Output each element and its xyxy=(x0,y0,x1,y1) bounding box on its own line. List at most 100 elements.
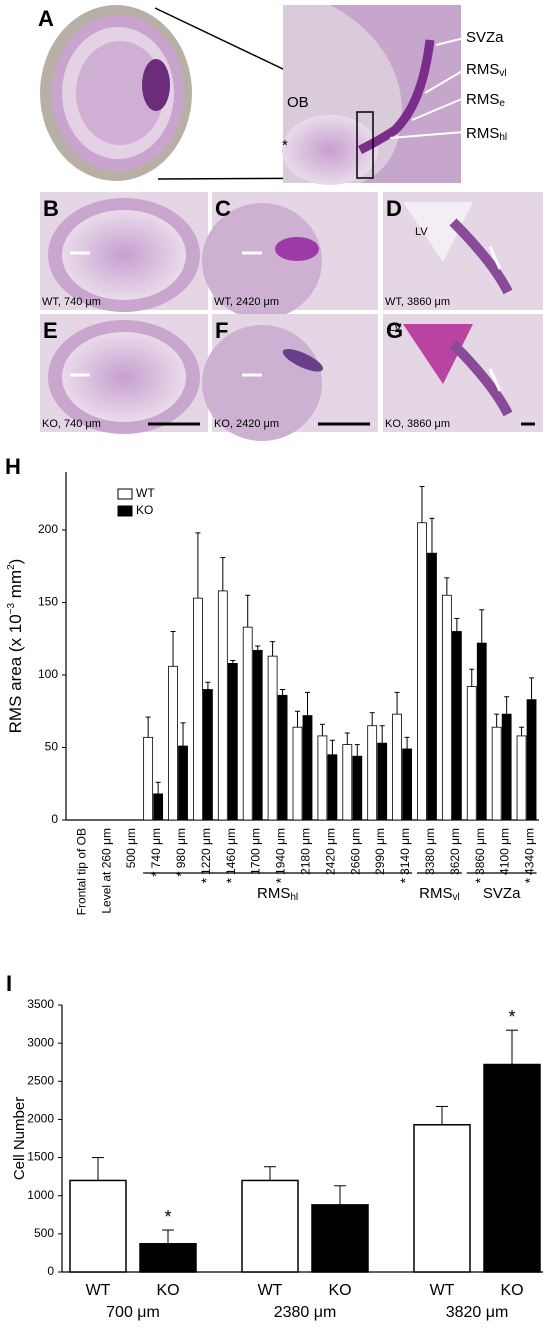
callout: RMShl xyxy=(466,125,507,143)
bar xyxy=(217,590,228,821)
y-tick-label: 500 xyxy=(34,1226,54,1240)
x-tick-label: 2660 μm xyxy=(348,828,362,875)
rms xyxy=(449,340,513,417)
arrow xyxy=(389,131,465,139)
panel-label: D xyxy=(386,196,402,221)
bar xyxy=(352,755,363,821)
y-tick-label: 100 xyxy=(38,667,58,681)
callout-main: RMS xyxy=(466,91,499,108)
legend-label: KO xyxy=(136,503,153,517)
category: 3860 μm xyxy=(473,828,487,875)
category: 1220 μm xyxy=(199,828,213,875)
bar xyxy=(277,694,288,821)
x-tick-label: Level at 260 μm xyxy=(100,828,114,914)
category: 2990 μm xyxy=(373,828,387,875)
panel-label: I xyxy=(6,971,12,996)
bulb-layer xyxy=(62,210,186,300)
y-tick-label: 2000 xyxy=(27,1112,54,1126)
group-label-main: RMS xyxy=(257,885,290,902)
x-tick-label: KO xyxy=(156,1282,179,1299)
panel-label: G xyxy=(386,318,403,343)
panel-label: C xyxy=(215,196,231,221)
legend-swatch xyxy=(117,488,133,500)
y-axis-label-part: 2 xyxy=(6,564,17,570)
category: 3140 μm xyxy=(398,828,412,875)
y-axis-label: RMS area (x 10−3 mm2) xyxy=(6,559,26,734)
bar xyxy=(413,1124,471,1273)
bar xyxy=(302,715,313,821)
significance: * xyxy=(223,877,239,883)
panel-label: F xyxy=(215,318,228,343)
bar xyxy=(367,725,378,821)
x-tick-label: 2990 μm xyxy=(373,828,387,875)
category: 4100 μm xyxy=(498,828,512,875)
arrow xyxy=(488,368,502,392)
y-tick-label: 50 xyxy=(45,740,59,754)
bar xyxy=(252,649,263,821)
category: 1940 μm xyxy=(274,828,288,875)
bar xyxy=(427,552,437,821)
category: 2180 μm xyxy=(299,828,313,875)
panel-label: H xyxy=(5,454,21,479)
bulb-layer xyxy=(62,332,186,422)
bar xyxy=(327,754,338,821)
bulb xyxy=(202,203,322,319)
bar xyxy=(451,631,462,821)
category: 3620 μm xyxy=(448,828,462,875)
significance: * xyxy=(521,877,537,883)
ventricle xyxy=(403,202,473,262)
group-label-main: RMS xyxy=(419,885,452,902)
x-tick-label: WT xyxy=(258,1282,283,1299)
bar xyxy=(153,793,164,821)
legend-label: WT xyxy=(136,486,155,500)
region-label: OB xyxy=(287,94,309,111)
y-tick-label: 0 xyxy=(51,812,58,826)
x-tick-label: Frontal tip of OB xyxy=(75,828,89,915)
rms-core xyxy=(142,59,170,111)
x-tick-label: 3620 μm xyxy=(448,828,462,875)
panel-label: A xyxy=(38,6,54,31)
rms xyxy=(275,237,319,261)
caption: KO, 740 μm xyxy=(42,418,101,430)
bar xyxy=(491,726,502,821)
x-tick-label: KO xyxy=(500,1282,523,1299)
group-label: 2380 μm xyxy=(274,1304,337,1321)
category: 2420 μm xyxy=(324,828,338,875)
rms xyxy=(449,218,513,295)
x-tick-label: * 980 μm xyxy=(173,828,189,877)
bar xyxy=(203,689,213,821)
x-tick-label: KO xyxy=(328,1282,351,1299)
x-tick-label: 2420 μm xyxy=(324,828,338,875)
bar xyxy=(143,736,154,821)
caption: WT, 3860 μm xyxy=(385,296,450,308)
callout: RMSvl xyxy=(466,61,507,79)
callout: SVZa xyxy=(466,29,504,46)
bar xyxy=(227,663,238,821)
region-label: LV xyxy=(415,226,428,238)
bar xyxy=(501,713,512,821)
category: Frontal tip of OB xyxy=(75,828,89,915)
x-tick-label: * 740 μm xyxy=(148,828,164,877)
arrow xyxy=(435,37,465,46)
y-tick-label: 3000 xyxy=(27,1035,54,1049)
bar xyxy=(139,1243,197,1273)
y-axis-label-part: −3 xyxy=(6,602,17,614)
group-label: SVZa xyxy=(483,885,521,902)
x-tick-label: * 4340 μm xyxy=(521,828,537,883)
bar xyxy=(317,735,328,821)
significance: * xyxy=(508,1007,515,1027)
bar xyxy=(483,1063,541,1273)
ventricle xyxy=(403,324,473,384)
y-tick-label: 1000 xyxy=(27,1188,54,1202)
x-tick-label: * 1220 μm xyxy=(198,828,214,883)
rms xyxy=(282,349,324,372)
group-label-main: SVZa xyxy=(483,885,521,902)
callout-sub: hl xyxy=(499,132,507,143)
callout-sub: e xyxy=(499,98,505,109)
caption: WT, 2420 μm xyxy=(214,296,279,308)
callout-main: RMS xyxy=(466,61,499,78)
bar xyxy=(466,686,477,821)
y-tick-label: 200 xyxy=(38,522,58,536)
bar xyxy=(168,665,178,821)
section-box xyxy=(356,111,374,179)
